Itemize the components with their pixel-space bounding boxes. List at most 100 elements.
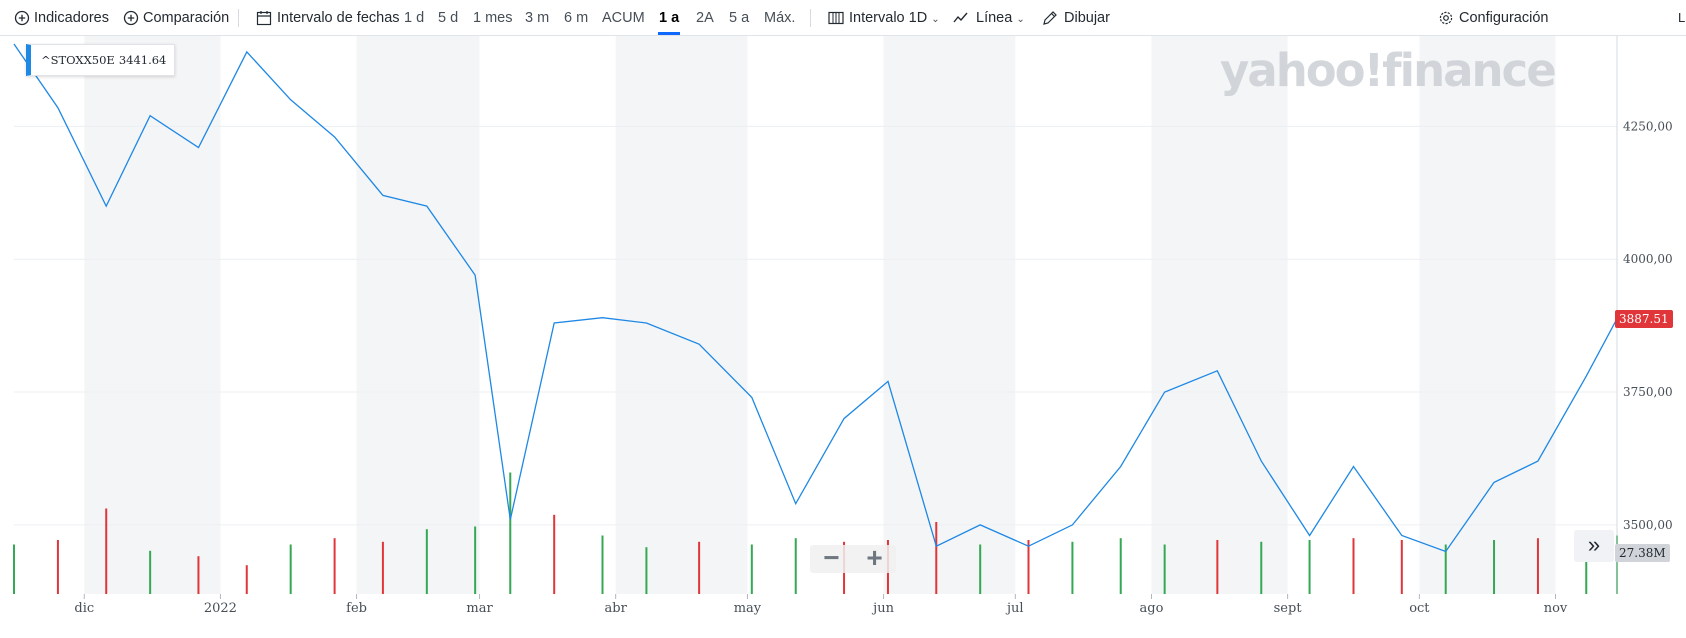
- scroll-to-latest-button[interactable]: »: [1574, 530, 1614, 562]
- volume-bars: [13, 472, 1618, 594]
- range-max[interactable]: Máx.: [764, 10, 796, 26]
- month-band: [1151, 36, 1288, 594]
- draw-button[interactable]: Dibujar: [1064, 10, 1110, 26]
- chart-type-dropdown[interactable]: Línea ⌄: [976, 8, 1025, 28]
- x-tick-label: abr: [605, 601, 628, 616]
- volume-bar: [381, 541, 384, 594]
- x-tick-label: mar: [466, 601, 493, 616]
- date-range-button[interactable]: Intervalo de fechas: [277, 10, 400, 26]
- interval-dropdown[interactable]: Intervalo 1D ⌄: [849, 8, 940, 28]
- comparison-button[interactable]: Comparación: [143, 10, 230, 26]
- month-band: [1419, 36, 1556, 594]
- month-band: [356, 36, 480, 594]
- volume-bar: [645, 547, 648, 594]
- x-tick-label: feb: [346, 601, 367, 616]
- tooltip-value: 3441.64: [118, 53, 167, 67]
- volume-bar: [13, 544, 15, 594]
- x-tick-label: oct: [1409, 601, 1430, 616]
- tooltip-symbol: ^STOXX50E: [41, 53, 115, 67]
- volume-bar: [601, 535, 604, 594]
- zoom-control: − +: [810, 542, 896, 573]
- y-tick-label: 3750,00: [1623, 385, 1673, 399]
- gridlines: [14, 125, 1617, 526]
- volume-bar: [1119, 538, 1122, 594]
- range-1y[interactable]: 1 a: [657, 10, 681, 35]
- x-tick-label: ago: [1140, 601, 1164, 616]
- volume-bar: [1027, 540, 1030, 594]
- volume-bar: [553, 514, 556, 594]
- x-tick-label: 2022: [204, 601, 237, 616]
- line-chart-icon: [953, 12, 968, 23]
- range-3m[interactable]: 3 m: [525, 10, 550, 26]
- x-tick-label: sept: [1274, 601, 1303, 616]
- volume-bar: [474, 526, 477, 594]
- y-tick-label: 3500,00: [1623, 518, 1673, 532]
- volume-bar: [1308, 540, 1311, 594]
- price-chart[interactable]: 4250,00 4000,00 3750,00 3500,00 dic 2022 feb m…: [0, 36, 1686, 638]
- month-band: [84, 36, 221, 594]
- plus-circle-icon: [123, 10, 139, 26]
- x-tick-label: jun: [871, 601, 894, 616]
- volume-bar: [333, 538, 336, 594]
- chart-type-label: Línea: [976, 10, 1013, 26]
- volume-bar: [698, 541, 701, 594]
- pencil-icon: [1043, 11, 1057, 25]
- volume-bar: [1585, 541, 1588, 594]
- volume-bar: [794, 538, 797, 594]
- volume-bar: [1400, 540, 1403, 594]
- plus-circle-icon: [14, 10, 30, 26]
- x-tick-label: nov: [1544, 601, 1568, 616]
- volume-bar: [1536, 538, 1539, 594]
- y-axis-labels: 4250,00 4000,00 3750,00 3500,00: [1623, 119, 1673, 532]
- volume-bar: [425, 529, 428, 594]
- volume-bar: [1260, 541, 1263, 594]
- volume-bar: [1493, 540, 1496, 594]
- volume-bar: [289, 544, 292, 594]
- range-1d[interactable]: 1 d: [404, 10, 425, 26]
- y-tick-label: 4250,00: [1623, 119, 1673, 133]
- zoom-in-button[interactable]: +: [866, 542, 883, 573]
- volume-bar: [750, 544, 753, 594]
- range-1-month[interactable]: 1 mes: [473, 10, 513, 26]
- chart-toolbar: Indicadores Comparación Intervalo de fec…: [0, 0, 1686, 36]
- range-ytd[interactable]: ACUM: [602, 10, 645, 26]
- volume-tag: 27.38M: [1615, 544, 1670, 562]
- current-price-tag: 3887.51: [1615, 309, 1673, 328]
- volume-bar: [1163, 544, 1166, 594]
- calendar-icon: [256, 11, 272, 26]
- alternate-month-bands: [84, 36, 1556, 594]
- range-6m[interactable]: 6 m: [564, 10, 589, 26]
- price-line: [13, 43, 1618, 553]
- gear-icon: [1439, 11, 1453, 25]
- y-tick-label: 4000,00: [1623, 252, 1673, 266]
- chevron-down-icon: ⌄: [1016, 14, 1025, 25]
- x-tick-label: jul: [1005, 601, 1024, 616]
- indicators-button[interactable]: Indicadores: [34, 10, 109, 26]
- zoom-out-button[interactable]: −: [823, 542, 840, 573]
- interval-icon: [828, 11, 844, 25]
- range-5d[interactable]: 5 d: [438, 10, 459, 26]
- x-tick-label: may: [734, 601, 762, 616]
- settings-button[interactable]: Configuración: [1459, 10, 1549, 26]
- month-band: [883, 36, 1016, 594]
- truncated-toolbar-item: L: [1678, 10, 1686, 25]
- volume-bar: [105, 508, 108, 594]
- volume-bar: [509, 472, 512, 594]
- x-axis-labels: dic 2022 feb mar abr may jun jul ago sept oct nov: [74, 594, 1568, 616]
- volume-bar: [1216, 540, 1219, 594]
- hover-tooltip: ^STOXX50E 3441.64: [26, 44, 176, 76]
- interval-value: 1D: [908, 10, 928, 26]
- volume-bar: [1352, 538, 1355, 594]
- volume-bar: [979, 544, 982, 594]
- interval-label: Intervalo: [849, 10, 905, 26]
- divider: [810, 9, 811, 27]
- volume-bar: [935, 522, 938, 594]
- range-5y[interactable]: 5 a: [729, 10, 750, 26]
- volume-bar: [1444, 544, 1447, 594]
- range-2y[interactable]: 2A: [696, 10, 714, 26]
- divider: [238, 9, 239, 27]
- month-band: [615, 36, 748, 594]
- volume-bar: [56, 540, 59, 594]
- chevron-down-icon: ⌄: [931, 14, 940, 25]
- volume-bar: [1071, 541, 1074, 594]
